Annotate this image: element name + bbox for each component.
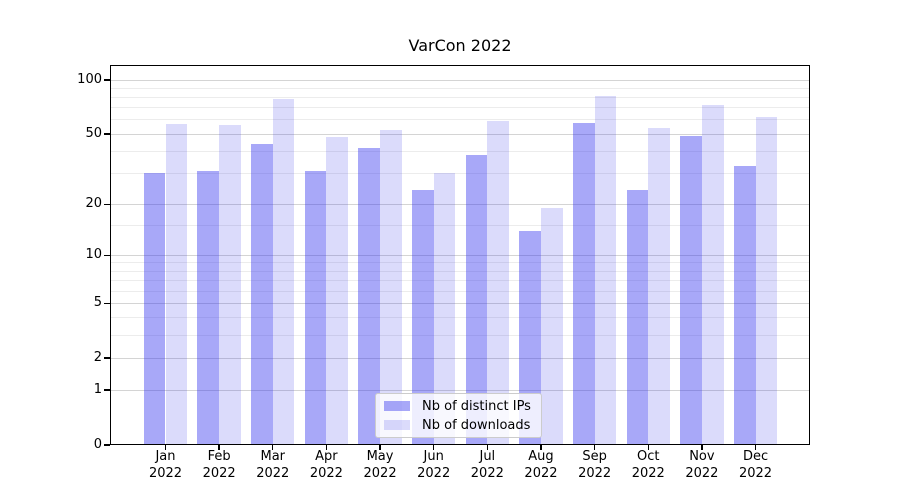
y-tick-label: 0 <box>93 437 102 452</box>
gridline <box>110 96 810 98</box>
legend-label-distinct-ips: Nb of distinct IPs <box>422 398 531 414</box>
bar-downloads-2 <box>219 125 241 445</box>
gridline <box>110 317 810 319</box>
bar-downloads-1 <box>165 123 188 445</box>
bar-ips-7 <box>465 155 488 445</box>
gridline <box>110 225 810 227</box>
bar-ips-3 <box>251 143 273 445</box>
x-tick-mark <box>486 445 489 450</box>
bar-ips-5 <box>358 147 381 445</box>
y-tick-mark <box>104 254 110 257</box>
x-tick-mark <box>647 445 649 450</box>
y-tick-mark <box>104 203 110 205</box>
bar-ips-10 <box>626 190 649 445</box>
gridline <box>110 172 810 174</box>
legend-swatch-distinct-ips <box>384 401 410 411</box>
gridline <box>110 203 810 205</box>
bar-downloads-9 <box>594 95 617 445</box>
legend: Nb of distinct IPs Nb of downloads <box>375 393 542 438</box>
gridline <box>110 150 810 152</box>
legend-entry-downloads: Nb of downloads <box>384 418 533 433</box>
gridline <box>110 389 810 391</box>
bar-downloads-4 <box>326 137 349 445</box>
gridline <box>110 357 810 359</box>
y-tick-mark <box>104 444 110 446</box>
gridline <box>110 334 810 336</box>
bar-downloads-10 <box>648 128 670 445</box>
x-tick-mark <box>754 445 757 450</box>
bar-ips-2 <box>197 170 220 445</box>
x-tick-mark <box>379 445 381 450</box>
chart-title: VarCon 2022 <box>408 36 512 55</box>
y-tick-mark <box>104 389 110 391</box>
x-tick-label: May 2022 <box>363 449 397 481</box>
x-tick-label: Jul 2022 <box>470 449 504 481</box>
x-tick-label: Apr 2022 <box>309 449 343 481</box>
plot-area: Nb of distinct IPs Nb of downloads <box>110 65 810 445</box>
gridlines-layer <box>110 65 810 445</box>
gridline <box>110 280 810 282</box>
gridline <box>110 87 810 89</box>
x-tick-mark <box>701 445 703 450</box>
legend-swatch-downloads <box>384 420 410 430</box>
bar-downloads-6 <box>433 173 456 445</box>
x-tick-mark <box>540 445 542 450</box>
y-tick-label: 20 <box>85 196 102 212</box>
x-tick-mark <box>433 445 435 450</box>
x-tick-label: Jan 2022 <box>148 449 183 481</box>
gridline <box>110 107 810 109</box>
bar-ips-11 <box>680 135 702 445</box>
y-tick-mark <box>104 357 110 359</box>
y-tick-label: 50 <box>85 126 102 142</box>
y-tick-label: 5 <box>93 295 102 311</box>
gridline <box>110 262 810 264</box>
x-tick-mark <box>164 445 167 450</box>
y-tick-label: 1 <box>93 382 102 398</box>
bar-downloads-7 <box>487 121 510 445</box>
bar-ips-8 <box>519 230 541 445</box>
gridline <box>110 79 810 81</box>
y-tick-label: 100 <box>77 72 102 87</box>
y-tick-label: 10 <box>85 247 102 263</box>
x-tick-label: Oct 2022 <box>631 449 665 481</box>
bar-downloads-5 <box>380 129 402 445</box>
bar-ips-9 <box>572 122 595 445</box>
x-tick-mark <box>593 445 596 450</box>
bar-downloads-3 <box>272 99 295 445</box>
gridline <box>110 302 810 304</box>
legend-label-downloads: Nb of downloads <box>422 417 531 433</box>
x-tick-label: Nov 2022 <box>685 449 719 481</box>
x-tick-label: Mar 2022 <box>256 449 290 481</box>
gridline <box>110 290 810 292</box>
x-tick-label: Jun 2022 <box>417 449 451 481</box>
bar-downloads-12 <box>755 117 778 445</box>
x-tick-label: Sep 2022 <box>578 449 612 481</box>
y-tick-mark <box>104 302 110 304</box>
bar-ips-12 <box>733 166 756 445</box>
x-tick-mark <box>325 445 328 450</box>
bars-layer <box>110 65 810 445</box>
bar-ips-4 <box>304 170 327 445</box>
gridline <box>110 119 810 121</box>
bar-downloads-11 <box>701 104 724 445</box>
x-tick-label: Feb 2022 <box>202 449 236 481</box>
x-tick-label: Dec 2022 <box>738 449 773 481</box>
legend-entry-distinct-ips: Nb of distinct IPs <box>384 399 533 414</box>
x-tick-mark <box>218 445 220 450</box>
gridline <box>110 270 810 272</box>
x-tick-label: Aug 2022 <box>524 449 558 481</box>
bar-ips-1 <box>143 173 166 445</box>
gridline <box>110 133 810 135</box>
y-tick-mark <box>104 79 110 81</box>
gridline <box>110 254 810 256</box>
bar-ips-6 <box>412 190 434 445</box>
bar-downloads-8 <box>540 208 563 445</box>
y-tick-label: 2 <box>93 350 102 366</box>
x-tick-mark <box>272 445 274 450</box>
y-tick-mark <box>104 133 110 135</box>
